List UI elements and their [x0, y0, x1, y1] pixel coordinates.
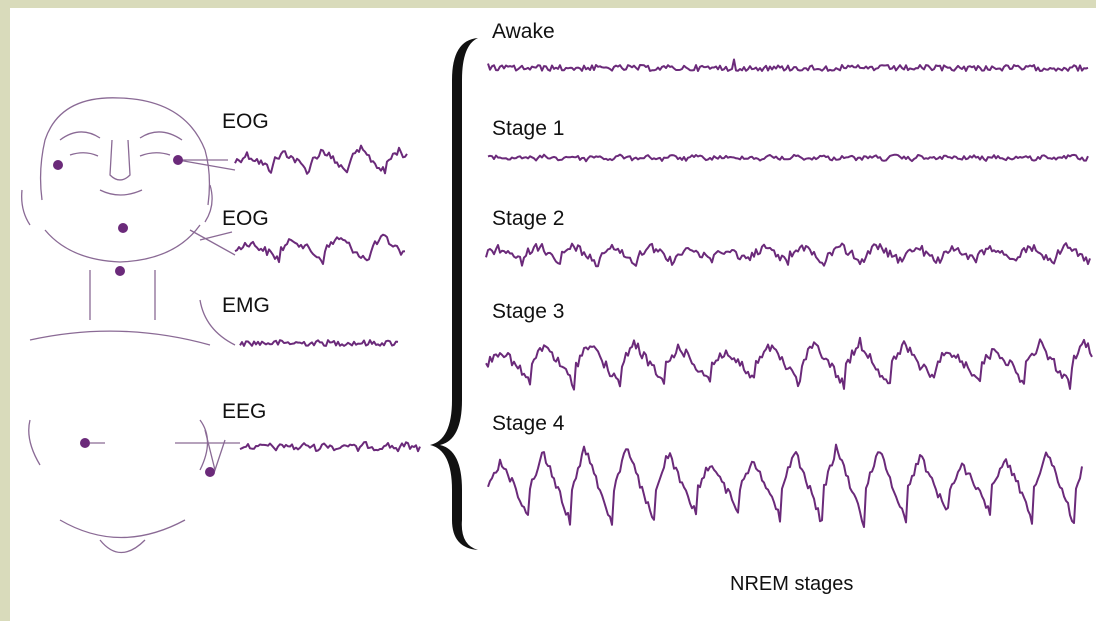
waveform [234, 144, 408, 175]
electrode-label: EEG [222, 400, 266, 423]
electrode-label: EOG [222, 110, 269, 133]
waveform [239, 339, 399, 347]
electrode [80, 438, 90, 448]
stage-label: Stage 1 [492, 117, 564, 140]
stage-label: Stage 2 [492, 207, 564, 230]
waveform [234, 233, 406, 265]
electrode [53, 160, 63, 170]
stage-label: Stage 4 [492, 412, 565, 435]
waveform [485, 336, 1093, 391]
stage-label: Awake [492, 20, 555, 43]
electrode-label: EMG [222, 294, 270, 317]
waveform [485, 242, 1091, 268]
waveform [239, 441, 421, 453]
face-sketch [21, 97, 240, 554]
waveform [487, 153, 1089, 163]
electrode-label: EOG [222, 207, 269, 230]
brace [430, 38, 478, 550]
caption: NREM stages [730, 573, 853, 595]
waveform [487, 58, 1089, 72]
electrode [115, 266, 125, 276]
stage-label: Stage 3 [492, 300, 564, 323]
panel [10, 8, 1096, 621]
electrode [205, 467, 215, 477]
electrode [118, 223, 128, 233]
electrode [173, 155, 183, 165]
waveform [487, 443, 1083, 528]
